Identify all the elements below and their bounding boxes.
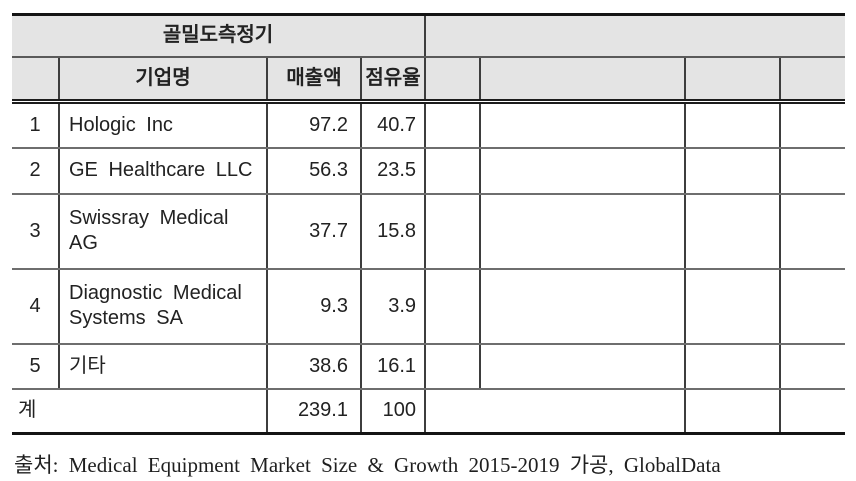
row-no: 4	[12, 268, 59, 345]
row-no: 1	[12, 101, 59, 149]
row-sales: 9.3	[266, 268, 361, 345]
total-row: 계 239.1 100	[12, 388, 846, 434]
row-empty-4	[779, 343, 846, 390]
total-empty-2	[684, 388, 781, 434]
row-empty-3	[684, 268, 781, 345]
header-empty-4	[779, 56, 846, 104]
row-no: 3	[12, 193, 59, 270]
header-share-cell: 점유율	[359, 56, 426, 104]
total-label: 계	[18, 399, 37, 422]
table-row: 4 Diagnostic Medical Systems SA 9.3 3.9	[12, 268, 846, 345]
row-empty-2	[479, 101, 686, 149]
column-header-row: 기업명 매출액 점유율	[12, 56, 846, 104]
row-empty-4	[779, 268, 846, 345]
table-row: 3 Swissray Medical AG 37.7 15.8	[12, 193, 846, 270]
row-company: Diagnostic Medical Systems SA	[58, 268, 267, 345]
row-share: 16.1	[359, 343, 426, 390]
row-sales: 37.7	[266, 193, 361, 270]
total-sales: 239.1	[266, 388, 361, 434]
header-sales-cell: 매출액	[266, 56, 361, 104]
row-empty-1	[424, 193, 481, 270]
table-row: 1 Hologic Inc 97.2 40.7	[12, 101, 846, 149]
table-title-cell: 골밀도측정기	[12, 14, 426, 58]
total-empty-3	[779, 388, 846, 434]
row-empty-2	[479, 193, 686, 270]
row-company: GE Healthcare LLC	[58, 147, 267, 195]
row-sales: 97.2	[266, 101, 361, 149]
header-no-cell	[12, 56, 59, 104]
table-row: 2 GE Healthcare LLC 56.3 23.5	[12, 147, 846, 195]
row-company: Swissray Medical AG	[58, 193, 267, 270]
empty-title-cell	[424, 14, 846, 58]
row-empty-2	[479, 343, 686, 390]
row-sales: 56.3	[266, 147, 361, 195]
header-empty-1	[424, 56, 481, 104]
total-empty-1	[424, 388, 686, 434]
total-share: 100	[359, 388, 426, 434]
row-sales: 38.6	[266, 343, 361, 390]
row-empty-3	[684, 147, 781, 195]
row-empty-4	[779, 147, 846, 195]
row-empty-2	[479, 268, 686, 345]
row-empty-1	[424, 147, 481, 195]
row-empty-1	[424, 101, 481, 149]
row-share: 15.8	[359, 193, 426, 270]
table-row: 5 기타 38.6 16.1	[12, 343, 846, 390]
row-empty-3	[684, 343, 781, 390]
row-empty-4	[779, 193, 846, 270]
market-share-table: 골밀도측정기 기업명 매출액 점유율 1 Hologic Inc 97.2 40…	[12, 13, 846, 435]
row-empty-1	[424, 268, 481, 345]
row-empty-4	[779, 101, 846, 149]
row-share: 3.9	[359, 268, 426, 345]
row-share: 40.7	[359, 101, 426, 149]
row-no: 2	[12, 147, 59, 195]
row-empty-2	[479, 147, 686, 195]
source-note: 출처: Medical Equipment Market Size & Grow…	[14, 453, 721, 477]
row-empty-3	[684, 101, 781, 149]
row-company: 기타	[58, 343, 267, 390]
table-title-row: 골밀도측정기	[12, 14, 846, 58]
row-no: 5	[12, 343, 59, 390]
row-company: Hologic Inc	[58, 101, 267, 149]
header-empty-3	[684, 56, 781, 104]
row-empty-1	[424, 343, 481, 390]
header-empty-2	[479, 56, 686, 104]
row-share: 23.5	[359, 147, 426, 195]
header-company-cell: 기업명	[58, 56, 267, 104]
row-empty-3	[684, 193, 781, 270]
